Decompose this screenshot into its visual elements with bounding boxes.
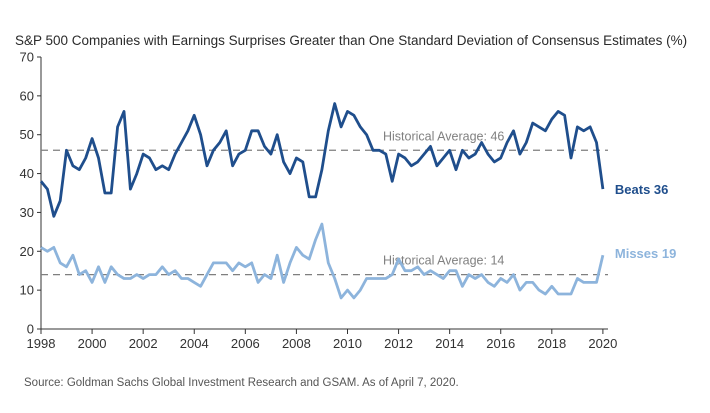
x-tick-label: 2010 bbox=[333, 336, 362, 351]
y-tick-label: 70 bbox=[20, 50, 34, 65]
x-tick-label: 2014 bbox=[435, 336, 464, 351]
y-tick-label: 50 bbox=[20, 127, 34, 142]
misses-average-label: Historical Average: 14 bbox=[383, 254, 504, 268]
x-tick-label: 2020 bbox=[588, 336, 617, 351]
beats-average-label: Historical Average: 46 bbox=[383, 129, 504, 143]
y-tick-label: 20 bbox=[20, 244, 34, 259]
beats-end-label: Beats 36 bbox=[615, 182, 668, 197]
source-note: Source: Goldman Sachs Global Investment … bbox=[24, 377, 459, 389]
series-line-beats bbox=[39, 102, 605, 218]
y-axis: 0 10 20 30 40 50 60 70 bbox=[20, 50, 42, 337]
misses-end-label: Misses 19 bbox=[615, 246, 676, 261]
x-tick-label: 2002 bbox=[129, 336, 158, 351]
x-tick-label: 2012 bbox=[384, 336, 413, 351]
x-tick-label: 2018 bbox=[537, 336, 566, 351]
x-tick-label: 2016 bbox=[486, 336, 515, 351]
y-tick-label: 40 bbox=[20, 166, 34, 181]
chart-title: S&P 500 Companies with Earnings Surprise… bbox=[15, 33, 687, 48]
y-tick-label: 10 bbox=[20, 283, 34, 298]
y-tick-label: 30 bbox=[20, 205, 34, 220]
x-tick-label: 2004 bbox=[180, 336, 209, 351]
series-line-misses bbox=[40, 222, 605, 300]
x-tick-label: 2006 bbox=[231, 336, 260, 351]
x-tick-label: 1998 bbox=[27, 336, 56, 351]
x-axis: 1998 2000 2002 2004 2006 2008 2010 2012 2014 2016… bbox=[27, 328, 617, 351]
y-tick-label: 60 bbox=[20, 88, 34, 103]
x-tick-label: 2008 bbox=[282, 336, 311, 351]
line-chart: S&P 500 Companies with Earnings Surprise… bbox=[15, 33, 687, 351]
y-tick-label: 0 bbox=[27, 322, 34, 337]
x-tick-label: 2000 bbox=[78, 336, 107, 351]
